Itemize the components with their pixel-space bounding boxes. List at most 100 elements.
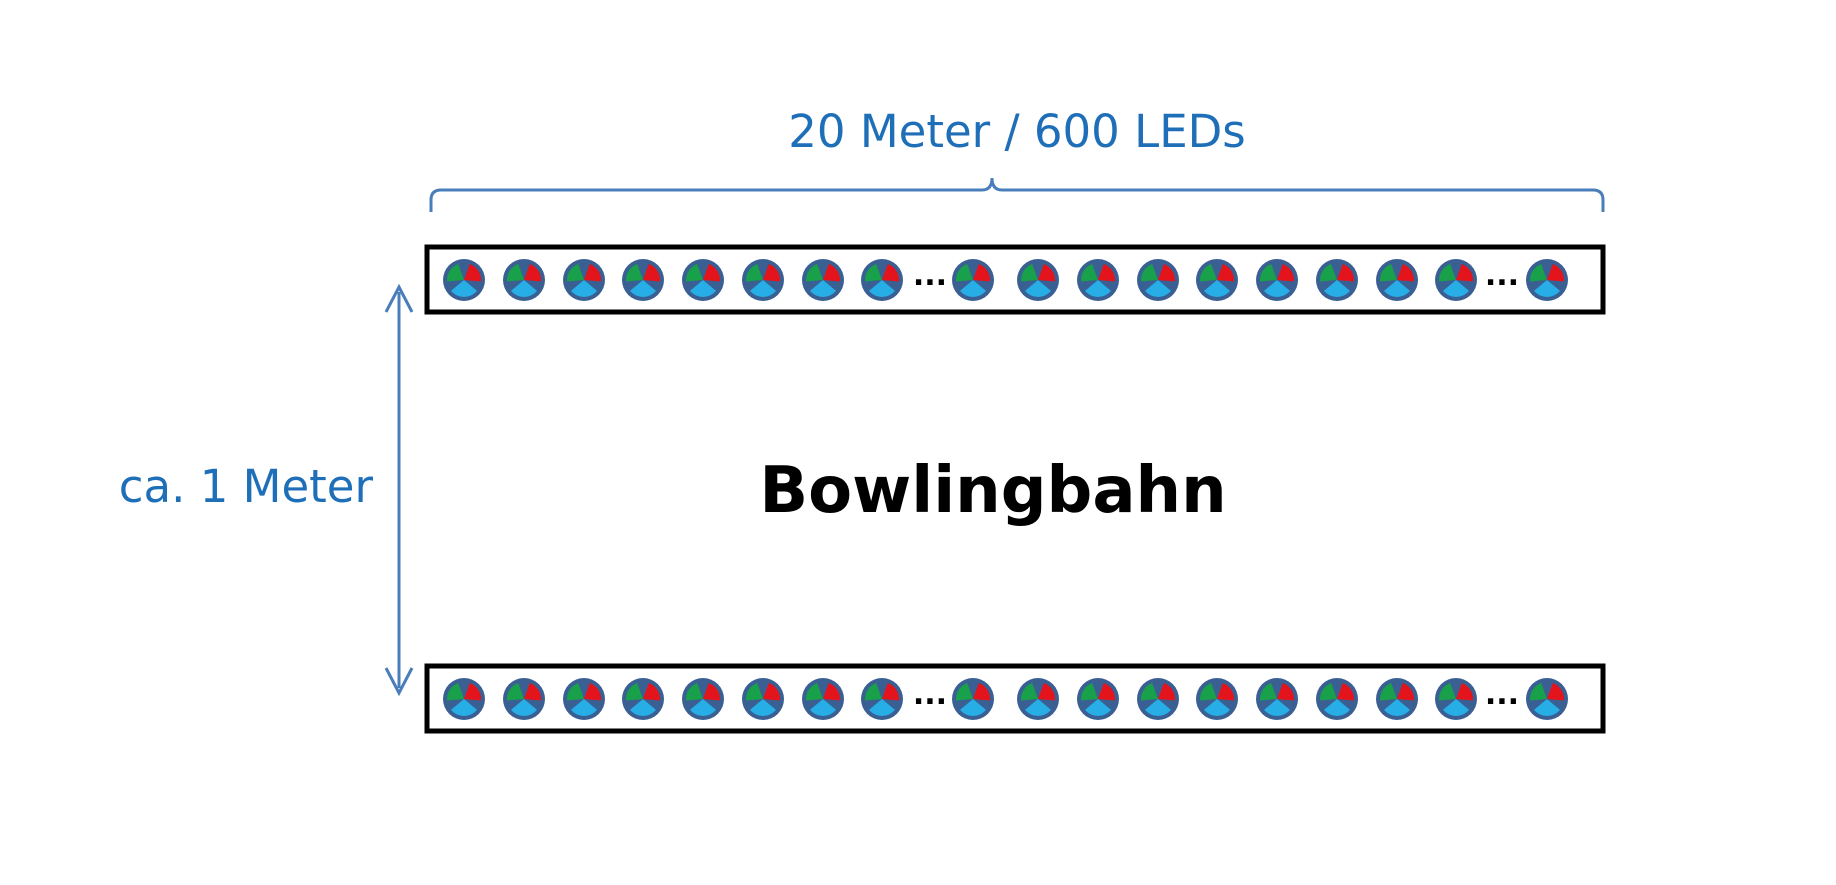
led-green-segment	[447, 264, 464, 282]
led-blue-segment	[1024, 699, 1052, 716]
led-blue-segment	[1323, 280, 1351, 297]
led-green-segment	[1439, 683, 1456, 701]
bottom-strip-ellipsis-2: ...	[1485, 677, 1519, 712]
rgb-led-icon	[1077, 259, 1119, 301]
bottom-led-group	[443, 678, 1568, 720]
led-red-segment	[823, 264, 840, 282]
led-green-segment	[955, 683, 973, 701]
led-red-segment	[643, 264, 660, 282]
led-blue-segment	[749, 699, 777, 716]
led-red-segment	[1397, 683, 1414, 701]
led-green-segment	[506, 683, 524, 701]
rgb-led-icon	[861, 259, 903, 301]
led-red-segment	[1277, 264, 1294, 282]
led-green-segment	[1021, 683, 1038, 701]
arrow-head-up-icon	[384, 283, 414, 313]
led-blue-segment	[629, 699, 657, 716]
rgb-led-icon	[563, 259, 605, 301]
led-green-segment	[806, 683, 823, 701]
led-green-segment	[1260, 683, 1277, 701]
led-red-segment	[973, 264, 990, 282]
led-blue-segment	[689, 699, 717, 716]
led-blue-segment	[1533, 280, 1561, 297]
led-red-segment	[464, 264, 481, 282]
rgb-led-icon	[1376, 259, 1418, 301]
rgb-led-icon	[1435, 259, 1477, 301]
led-green-segment	[865, 683, 882, 701]
rgb-led-icon	[861, 678, 903, 720]
led-green-segment	[956, 264, 973, 282]
led-blue-segment	[1144, 280, 1172, 297]
rgb-led-icon	[1137, 678, 1179, 720]
led-red-segment	[1456, 264, 1473, 282]
led-green-segment	[1530, 264, 1547, 282]
led-red-segment	[1217, 264, 1234, 282]
led-green-segment	[806, 264, 823, 282]
led-blue-segment	[510, 699, 538, 716]
led-green-segment	[1081, 683, 1098, 701]
led-green-segment	[567, 683, 584, 701]
led-blue-segment	[510, 280, 538, 298]
rgb-led-icon	[563, 678, 605, 720]
led-red-segment	[524, 264, 541, 282]
led-blue-segment	[1383, 280, 1411, 297]
rgb-led-icon	[1017, 678, 1059, 720]
lane-label: Bowlingbahn	[759, 454, 1226, 528]
led-green-segment	[686, 683, 703, 701]
led-green-segment	[1141, 264, 1158, 282]
rgb-led-icon	[1526, 259, 1568, 301]
rgb-led-icon	[682, 259, 724, 301]
led-green-segment	[1439, 264, 1456, 282]
led-green-segment	[1260, 264, 1277, 282]
led-red-segment	[763, 683, 780, 701]
led-red-segment	[1547, 683, 1564, 701]
rgb-led-icon	[952, 678, 994, 720]
led-green-segment	[626, 683, 643, 701]
rgb-led-icon	[742, 678, 784, 720]
width-arrow	[384, 283, 414, 697]
rgb-led-icon	[1256, 678, 1298, 720]
led-red-segment	[1277, 683, 1294, 701]
rgb-led-icon	[742, 259, 784, 301]
led-red-segment	[1098, 264, 1115, 282]
rgb-led-icon	[1316, 259, 1358, 301]
led-blue-segment	[689, 280, 717, 298]
rgb-led-icon	[802, 259, 844, 301]
led-blue-segment	[1442, 280, 1470, 297]
rgb-led-icon	[1526, 678, 1568, 720]
led-blue-segment	[450, 699, 478, 716]
led-red-segment	[584, 264, 601, 282]
rgb-led-icon	[682, 678, 724, 720]
led-red-segment	[1038, 264, 1055, 282]
length-brace	[429, 177, 1605, 212]
led-green-segment	[447, 683, 464, 701]
led-red-segment	[703, 264, 720, 282]
rgb-led-icon	[443, 259, 485, 301]
top-strip-ellipsis-2: ...	[1485, 258, 1519, 293]
led-blue-segment	[959, 280, 987, 297]
led-red-segment	[882, 683, 899, 701]
led-blue-segment	[959, 699, 987, 716]
led-green-segment	[1200, 264, 1217, 282]
led-blue-segment	[1442, 699, 1470, 716]
led-blue-segment	[1084, 699, 1112, 716]
led-blue-segment	[868, 280, 896, 298]
led-red-segment	[823, 683, 840, 701]
bottom-led-strip: ... ...	[424, 663, 1606, 734]
led-green-segment	[746, 683, 763, 701]
led-green-segment	[686, 264, 703, 282]
led-green-segment	[567, 264, 584, 282]
led-blue-segment	[1084, 280, 1112, 297]
led-red-segment	[1038, 683, 1055, 701]
led-red-segment	[882, 264, 899, 282]
led-red-segment	[584, 683, 601, 701]
led-green-segment	[507, 264, 524, 282]
led-red-segment	[703, 683, 720, 701]
rgb-led-icon	[443, 678, 485, 720]
rgb-led-icon	[1196, 678, 1238, 720]
led-red-segment	[1547, 264, 1564, 282]
led-blue-segment	[809, 699, 837, 716]
led-red-segment	[973, 683, 990, 701]
led-green-segment	[1380, 264, 1397, 282]
led-red-segment	[763, 264, 780, 282]
